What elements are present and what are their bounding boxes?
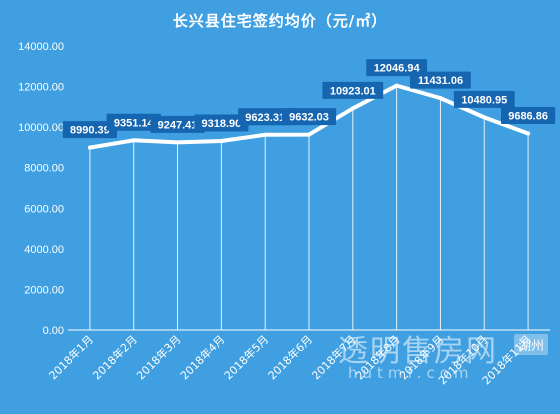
data-label: 11431.06 [418,75,463,87]
data-point [175,140,180,145]
x-tick-label: 2018年4月 [177,332,227,382]
data-point [87,145,92,150]
y-tick-label: 8000.00 [24,163,64,175]
x-tick-label: 2018年3月 [133,332,183,382]
data-point [307,132,311,137]
data-point [350,106,355,111]
x-tick-label: 2018年5月 [221,332,271,382]
data-label: 9632.03 [289,112,329,124]
y-tick-label: 12000.00 [18,82,64,94]
data-point [526,131,531,136]
data-point [482,115,487,120]
y-tick-label: 10000.00 [18,122,64,134]
data-label: 8990.39 [70,125,110,137]
data-label-box [194,114,249,132]
data-point [394,83,399,88]
data-label: 12046.94 [374,63,421,75]
y-tick-label: 0.00 [43,325,64,337]
y-tick-label: 4000.00 [24,244,64,256]
y-tick-label: 14000.00 [18,41,64,53]
data-point [263,132,268,137]
data-label: 9686.86 [508,110,548,122]
y-tick-label: 6000.00 [24,203,64,215]
data-label: 10923.01 [330,85,376,97]
data-point [131,138,136,143]
data-point [438,96,443,101]
data-label-box [500,106,556,124]
data-label-box [150,115,205,133]
x-tick-label: 2018年1月 [46,332,96,382]
data-label-box [410,71,471,89]
data-label-box [106,113,161,131]
data-label-box [453,90,515,108]
data-label: 9351.14 [114,117,155,129]
data-label-box [238,108,293,126]
data-label: 9623.31 [245,112,285,124]
x-tick-label: 2018年6月 [265,332,315,382]
data-point [219,138,224,143]
x-tick-label: 2018年8月 [353,332,403,382]
data-label: 10480.95 [461,94,507,106]
data-label-box [322,81,384,99]
x-tick-label: 2018年2月 [90,332,140,382]
data-label-box [62,121,118,139]
data-label: 9318.90 [201,118,241,130]
x-tick-label: 2018年7月 [309,332,359,382]
y-tick-label: 2000.00 [24,284,64,296]
data-label: 9247.41 [158,119,198,131]
chart-title: 长兴县住宅签约均价（元/㎡） [172,12,388,30]
data-label-box [281,108,337,126]
